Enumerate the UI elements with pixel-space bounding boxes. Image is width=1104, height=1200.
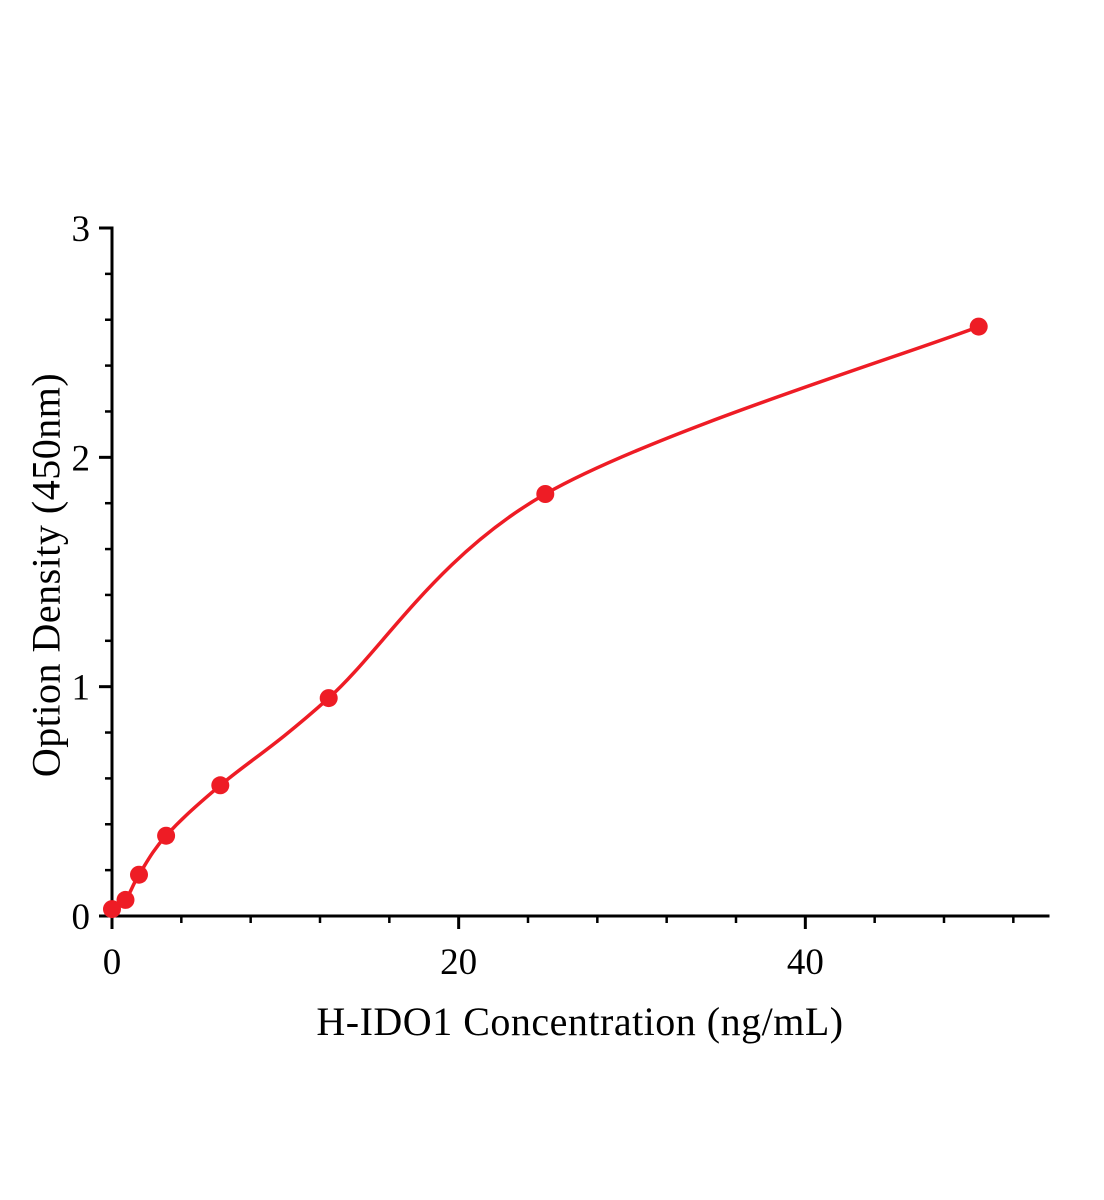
x-tick-label: 40 (787, 942, 824, 983)
data-point (319, 689, 338, 708)
y-tick-label: 1 (72, 668, 91, 709)
y-axis-title: Option Density (450nm) (23, 372, 69, 778)
y-tick-label: 2 (72, 438, 91, 479)
y-tick-label: 0 (72, 897, 91, 938)
axes-spines (110, 226, 1050, 918)
data-point (157, 826, 176, 845)
fit-curve (110, 324, 981, 911)
x-axis-title: H-IDO1 Concentration (ng/mL) (316, 999, 844, 1044)
data-point (116, 890, 135, 909)
data-point (536, 485, 555, 503)
data-point (130, 865, 148, 884)
data-point (103, 900, 121, 919)
data-point (211, 776, 230, 795)
data-point (969, 317, 988, 336)
x-tick-label: 20 (440, 942, 477, 983)
y-tick-label: 3 (72, 209, 91, 250)
x-tick-label: 0 (103, 942, 122, 983)
